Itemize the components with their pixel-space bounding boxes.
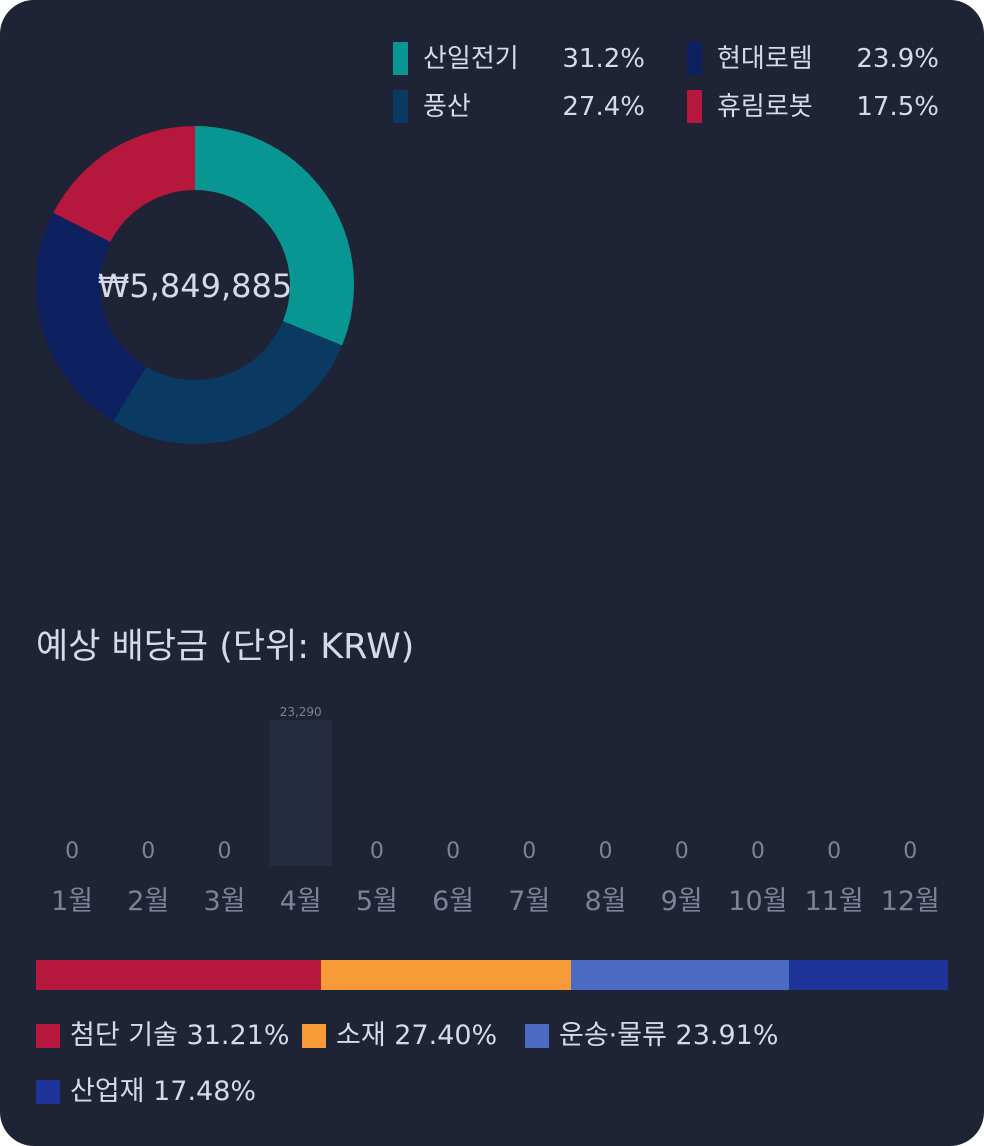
donut-slice-1[interactable]: [113, 321, 343, 445]
stack-segment-1[interactable]: [320, 960, 571, 990]
legend-swatch-0: [393, 42, 408, 75]
legend-pct-2: 27.4%: [562, 92, 645, 122]
legend-pct-1: 23.9%: [856, 44, 939, 74]
sector-stack-bar: [36, 960, 948, 990]
sector-legend-label-0: 첨단 기술 31.21%: [70, 1020, 290, 1051]
month-tick-label-8: 9월: [661, 886, 703, 917]
month-tick-label-4: 5월: [356, 886, 398, 917]
legend-item-3[interactable]: 휴림로봇 17.5%: [687, 90, 939, 124]
bar-value-label-4: 0: [370, 839, 384, 864]
bar-value-label-2: 0: [218, 839, 232, 864]
bar-value-label-5: 0: [446, 839, 460, 864]
stack-segment-0[interactable]: [36, 960, 321, 990]
month-tick-label-9: 10월: [728, 886, 787, 917]
bar-value-label-9: 0: [751, 839, 765, 864]
month-tick-label-7: 8월: [584, 886, 626, 917]
legend-name-2: 풍산: [423, 92, 471, 122]
bar-value-label-10: 0: [827, 839, 841, 864]
monthly-bar-chart: 0 1월 0 2월 0 3월 23,290 4월 0 5월 0 6월 0 7월 0 8월 0 9월 0 10월 0 11월…: [51, 705, 940, 917]
bar-value-label-3: 23,290: [280, 705, 322, 719]
bar-value-label-8: 0: [675, 839, 689, 864]
month-tick-label-2: 3월: [203, 886, 245, 917]
bar-value-label-0: 0: [65, 839, 79, 864]
bar-value-label-11: 0: [903, 839, 917, 864]
sector-legend-label-2: 운송·물류 23.91%: [559, 1020, 779, 1051]
month-tick-label-1: 2월: [127, 886, 169, 917]
section-title: 예상 배당금 (단위: KRW): [36, 627, 415, 667]
legend-swatch-2: [393, 90, 408, 123]
month-tick-label-11: 12월: [881, 886, 940, 917]
stack-segment-3[interactable]: [788, 960, 948, 990]
month-tick-label-6: 7월: [508, 886, 550, 917]
stack-segment-2[interactable]: [570, 960, 789, 990]
sector-legend-label-3: 산업재 17.48%: [70, 1076, 257, 1107]
bar-value-label-7: 0: [599, 839, 613, 864]
donut-center-total: ₩5,849,885: [98, 267, 293, 305]
bar-value-label-6: 0: [522, 839, 536, 864]
legend-name-3: 휴림로봇: [717, 92, 813, 122]
legend-item-0[interactable]: 산일전기 31.2%: [393, 42, 645, 76]
month-tick-label-5: 6월: [432, 886, 474, 917]
donut-slice-3[interactable]: [53, 126, 196, 242]
sector-swatch-0: [36, 1024, 60, 1048]
donut-chart: ₩5,849,885: [36, 126, 354, 445]
bar-value-label-1: 0: [141, 839, 155, 864]
month-tick-label-3: 4월: [280, 886, 322, 917]
sector-swatch-2: [525, 1024, 549, 1048]
legend-name-1: 현대로템: [717, 44, 813, 74]
month-tick-label-0: 1월: [51, 886, 93, 917]
legend-swatch-1: [687, 42, 702, 75]
sector-swatch-1: [302, 1024, 326, 1048]
legend-item-1[interactable]: 현대로템 23.9%: [687, 42, 939, 76]
legend-pct-3: 17.5%: [856, 92, 939, 122]
month-tick-label-10: 11월: [804, 886, 863, 917]
donut-slice-0[interactable]: [195, 126, 354, 346]
legend-pct-0: 31.2%: [562, 44, 645, 74]
donut-slice-2[interactable]: [36, 212, 147, 422]
legend-item-2[interactable]: 풍산 27.4%: [393, 90, 645, 124]
sector-legend-label-1: 소재 27.40%: [336, 1020, 498, 1051]
legend-name-0: 산일전기: [423, 44, 519, 74]
sector-swatch-3: [36, 1080, 60, 1104]
legend-swatch-3: [687, 90, 702, 123]
bar-3[interactable]: [269, 720, 332, 866]
